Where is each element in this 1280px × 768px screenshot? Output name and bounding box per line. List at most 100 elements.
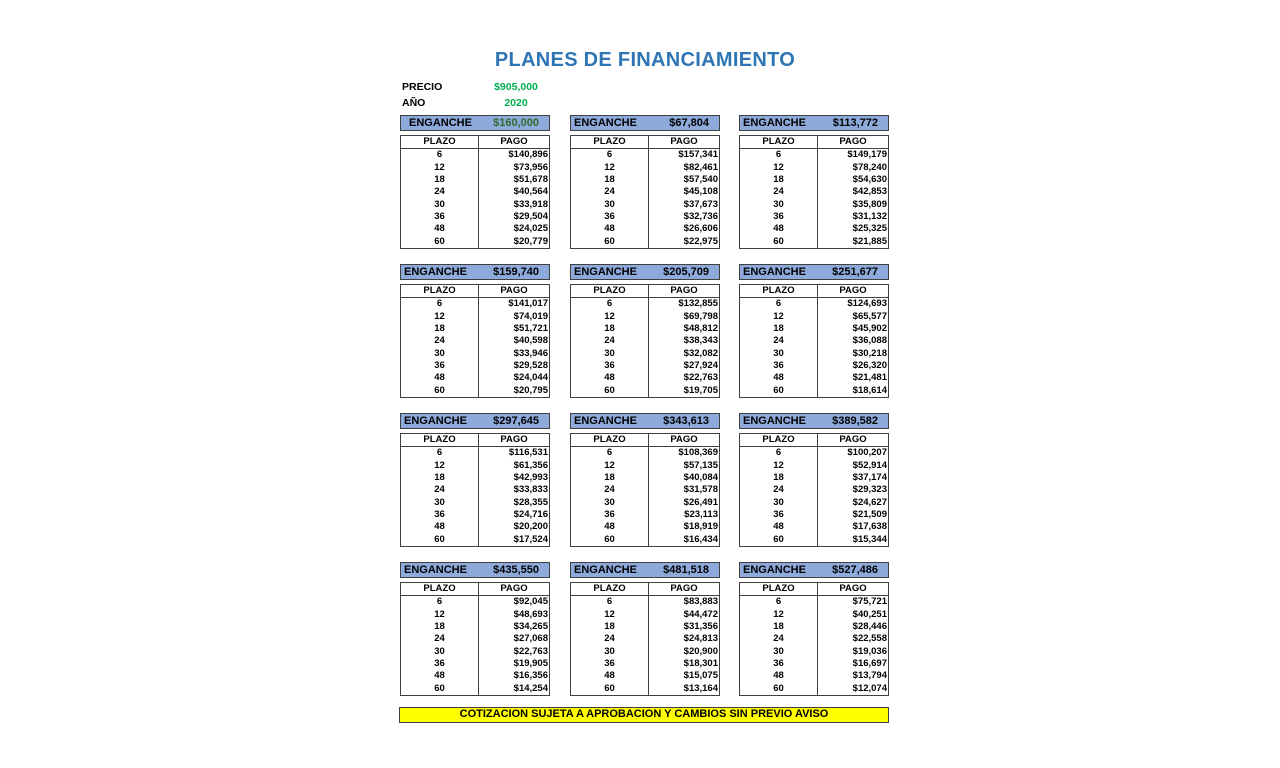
table-row: 18 $45,902 — [739, 322, 889, 336]
enganche-header: ENGANCHE $435,550 — [400, 562, 550, 578]
plazo-header: PLAZO — [400, 433, 479, 448]
plazo-header: PLAZO — [400, 582, 479, 597]
plazo-cell: 12 — [570, 608, 649, 621]
pago-cell: $132,855 — [678, 298, 718, 310]
pago-cell: $26,491 — [683, 496, 718, 508]
plazo-cell: 60 — [400, 384, 479, 398]
enganche-label: ENGANCHE — [743, 117, 806, 129]
pago-cell: $82,461 — [683, 161, 718, 173]
table-row: 30 $24,627 — [739, 496, 889, 509]
pago-cell: $12,074 — [852, 682, 887, 694]
pago-cell: $51,721 — [513, 323, 548, 335]
pago-cell: $27,068 — [513, 633, 548, 645]
enganche-amount: $297,645 — [493, 415, 539, 427]
table-row: 12 $73,956 — [400, 161, 550, 174]
table-row: 18 $28,446 — [739, 620, 889, 634]
pago-cell: $157,341 — [678, 149, 718, 161]
enganche-amount: $343,613 — [663, 415, 709, 427]
enganche-label: ENGANCHE — [743, 415, 806, 427]
plazo-cell: 48 — [570, 670, 649, 683]
enganche-header: ENGANCHE $160,000 — [400, 115, 550, 131]
plazo-cell: 18 — [400, 322, 479, 336]
plazo-cell: 36 — [570, 508, 649, 522]
enganche-label: ENGANCHE — [743, 266, 806, 278]
table-row: 6 $83,883 — [570, 595, 720, 609]
table-row: 60 $16,434 — [570, 533, 720, 547]
plazo-cell: 36 — [400, 657, 479, 671]
plazo-cell: 36 — [570, 657, 649, 671]
pago-cell: $32,082 — [683, 347, 718, 359]
table-header-row: PLAZO PAGO — [400, 284, 550, 299]
enganche-amount: $481,518 — [663, 564, 709, 576]
plazo-cell: 36 — [739, 359, 818, 373]
table-row: 30 $33,918 — [400, 198, 550, 211]
payment-table: PLAZO PAGO 6 $140,896 12 $73,956 18 $51,678 24 $… — [400, 135, 550, 249]
plazo-cell: 24 — [570, 186, 649, 199]
plazo-cell: 24 — [739, 484, 818, 497]
pago-cell: $65,577 — [852, 310, 887, 322]
pago-cell: $16,697 — [852, 657, 887, 669]
plazo-cell: 6 — [400, 297, 479, 311]
plazo-cell: 6 — [570, 595, 649, 609]
table-row: 48 $20,200 — [400, 521, 550, 534]
plazo-header: PLAZO — [400, 284, 479, 299]
table-row: 24 $36,088 — [739, 335, 889, 348]
table-row: 12 $69,798 — [570, 310, 720, 323]
enganche-amount: $205,709 — [663, 266, 709, 278]
financing-plan: ENGANCHE $251,677 PLAZO PAGO 6 $124,693 12 $… — [739, 264, 889, 398]
pago-cell: $28,355 — [513, 496, 548, 508]
plazo-cell: 30 — [400, 496, 479, 509]
plazo-cell: 36 — [739, 657, 818, 671]
table-row: 60 $14,254 — [400, 682, 550, 696]
plazo-cell: 30 — [570, 198, 649, 211]
pago-cell: $24,025 — [513, 223, 548, 235]
pago-header: PAGO — [478, 582, 550, 597]
pago-header: PAGO — [478, 135, 550, 150]
plazo-cell: 6 — [400, 148, 479, 162]
table-row: 30 $22,763 — [400, 645, 550, 658]
plazo-cell: 12 — [570, 161, 649, 174]
pago-header: PAGO — [817, 582, 889, 597]
pago-cell: $40,598 — [513, 335, 548, 347]
pago-cell: $54,630 — [852, 174, 887, 186]
plazo-cell: 18 — [570, 620, 649, 634]
plazo-header: PLAZO — [570, 284, 649, 299]
pago-cell: $26,320 — [852, 359, 887, 371]
pago-cell: $24,716 — [513, 508, 548, 520]
financing-plan: ENGANCHE $297,645 PLAZO PAGO 6 $116,531 12 $… — [400, 413, 550, 547]
payment-table: PLAZO PAGO 6 $149,179 12 $78,240 18 $54,630 24 $… — [739, 135, 889, 249]
table-row: 30 $28,355 — [400, 496, 550, 509]
plazo-cell: 48 — [570, 223, 649, 236]
disclaimer-notice: COTIZACION SUJETA A APROBACION Y CAMBIOS… — [399, 707, 889, 723]
pago-cell: $34,265 — [513, 621, 548, 633]
plazo-header: PLAZO — [570, 582, 649, 597]
table-row: 18 $42,993 — [400, 471, 550, 485]
enganche-label: ENGANCHE — [574, 266, 637, 278]
enganche-label: ENGANCHE — [409, 117, 472, 129]
enganche-label: ENGANCHE — [404, 415, 467, 427]
plazo-cell: 60 — [400, 235, 479, 249]
payment-table: PLAZO PAGO 6 $75,721 12 $40,251 18 $28,446 24 $2… — [739, 582, 889, 696]
plazo-cell: 48 — [400, 372, 479, 385]
enganche-header: ENGANCHE $389,582 — [739, 413, 889, 429]
pago-cell: $61,356 — [513, 459, 548, 471]
plazo-cell: 6 — [400, 446, 479, 460]
pago-cell: $40,564 — [513, 186, 548, 198]
pago-cell: $28,446 — [852, 621, 887, 633]
table-row: 48 $15,075 — [570, 670, 720, 683]
table-row: 12 $57,135 — [570, 459, 720, 472]
enganche-header: ENGANCHE $481,518 — [570, 562, 720, 578]
pago-cell: $48,812 — [683, 323, 718, 335]
table-row: 12 $48,693 — [400, 608, 550, 621]
pago-cell: $18,919 — [683, 521, 718, 533]
table-row: 18 $37,174 — [739, 471, 889, 485]
table-row: 18 $51,721 — [400, 322, 550, 336]
pago-cell: $29,528 — [513, 359, 548, 371]
pago-cell: $20,900 — [683, 645, 718, 657]
plazo-cell: 24 — [570, 633, 649, 646]
pago-cell: $22,558 — [852, 633, 887, 645]
plazo-cell: 24 — [739, 335, 818, 348]
pago-cell: $16,434 — [683, 533, 718, 545]
payment-table: PLAZO PAGO 6 $92,045 12 $48,693 18 $34,265 24 $2… — [400, 582, 550, 696]
table-row: 30 $37,673 — [570, 198, 720, 211]
